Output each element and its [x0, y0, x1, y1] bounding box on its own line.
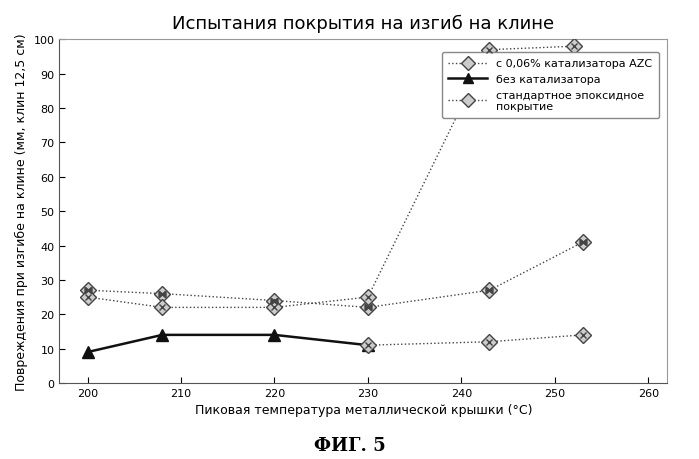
стандартное эпоксидное
покрытие [485, 48, 493, 53]
стандартное эпоксидное
покрытие [271, 305, 279, 310]
стандартное эпоксидное
покрытие [83, 295, 92, 300]
Legend: с 0,06% катализатора AZC, без катализатора, стандартное эпоксидное
покрытие: с 0,06% катализатора AZC, без катализато… [442, 53, 659, 118]
стандартное эпоксидное
покрытие [158, 305, 166, 310]
с 0,06% катализатора AZC [83, 288, 92, 293]
Title: Испытания покрытия на изгиб на клине: Испытания покрытия на изгиб на клине [172, 15, 554, 33]
Text: ФИГ. 5: ФИГ. 5 [314, 437, 385, 454]
с 0,06% катализатора AZC [485, 288, 493, 293]
с 0,06% катализатора AZC [271, 298, 279, 303]
с 0,06% катализатора AZC [158, 291, 166, 297]
стандартное эпоксидное
покрытие [363, 295, 372, 300]
Line: стандартное эпоксидное
покрытие: стандартное эпоксидное покрытие [82, 42, 579, 313]
X-axis label: Пиковая температура металлической крышки (°C): Пиковая температура металлической крышки… [194, 403, 532, 416]
с 0,06% катализатора AZC [363, 305, 372, 310]
Line: с 0,06% катализатора AZC: с 0,06% катализатора AZC [82, 237, 589, 313]
с 0,06% катализатора AZC [579, 240, 587, 245]
стандартное эпоксидное
покрытие [570, 45, 578, 50]
Y-axis label: Повреждения при изгибе на клине (мм, клин 12,5 см): Повреждения при изгибе на клине (мм, кли… [15, 34, 28, 390]
